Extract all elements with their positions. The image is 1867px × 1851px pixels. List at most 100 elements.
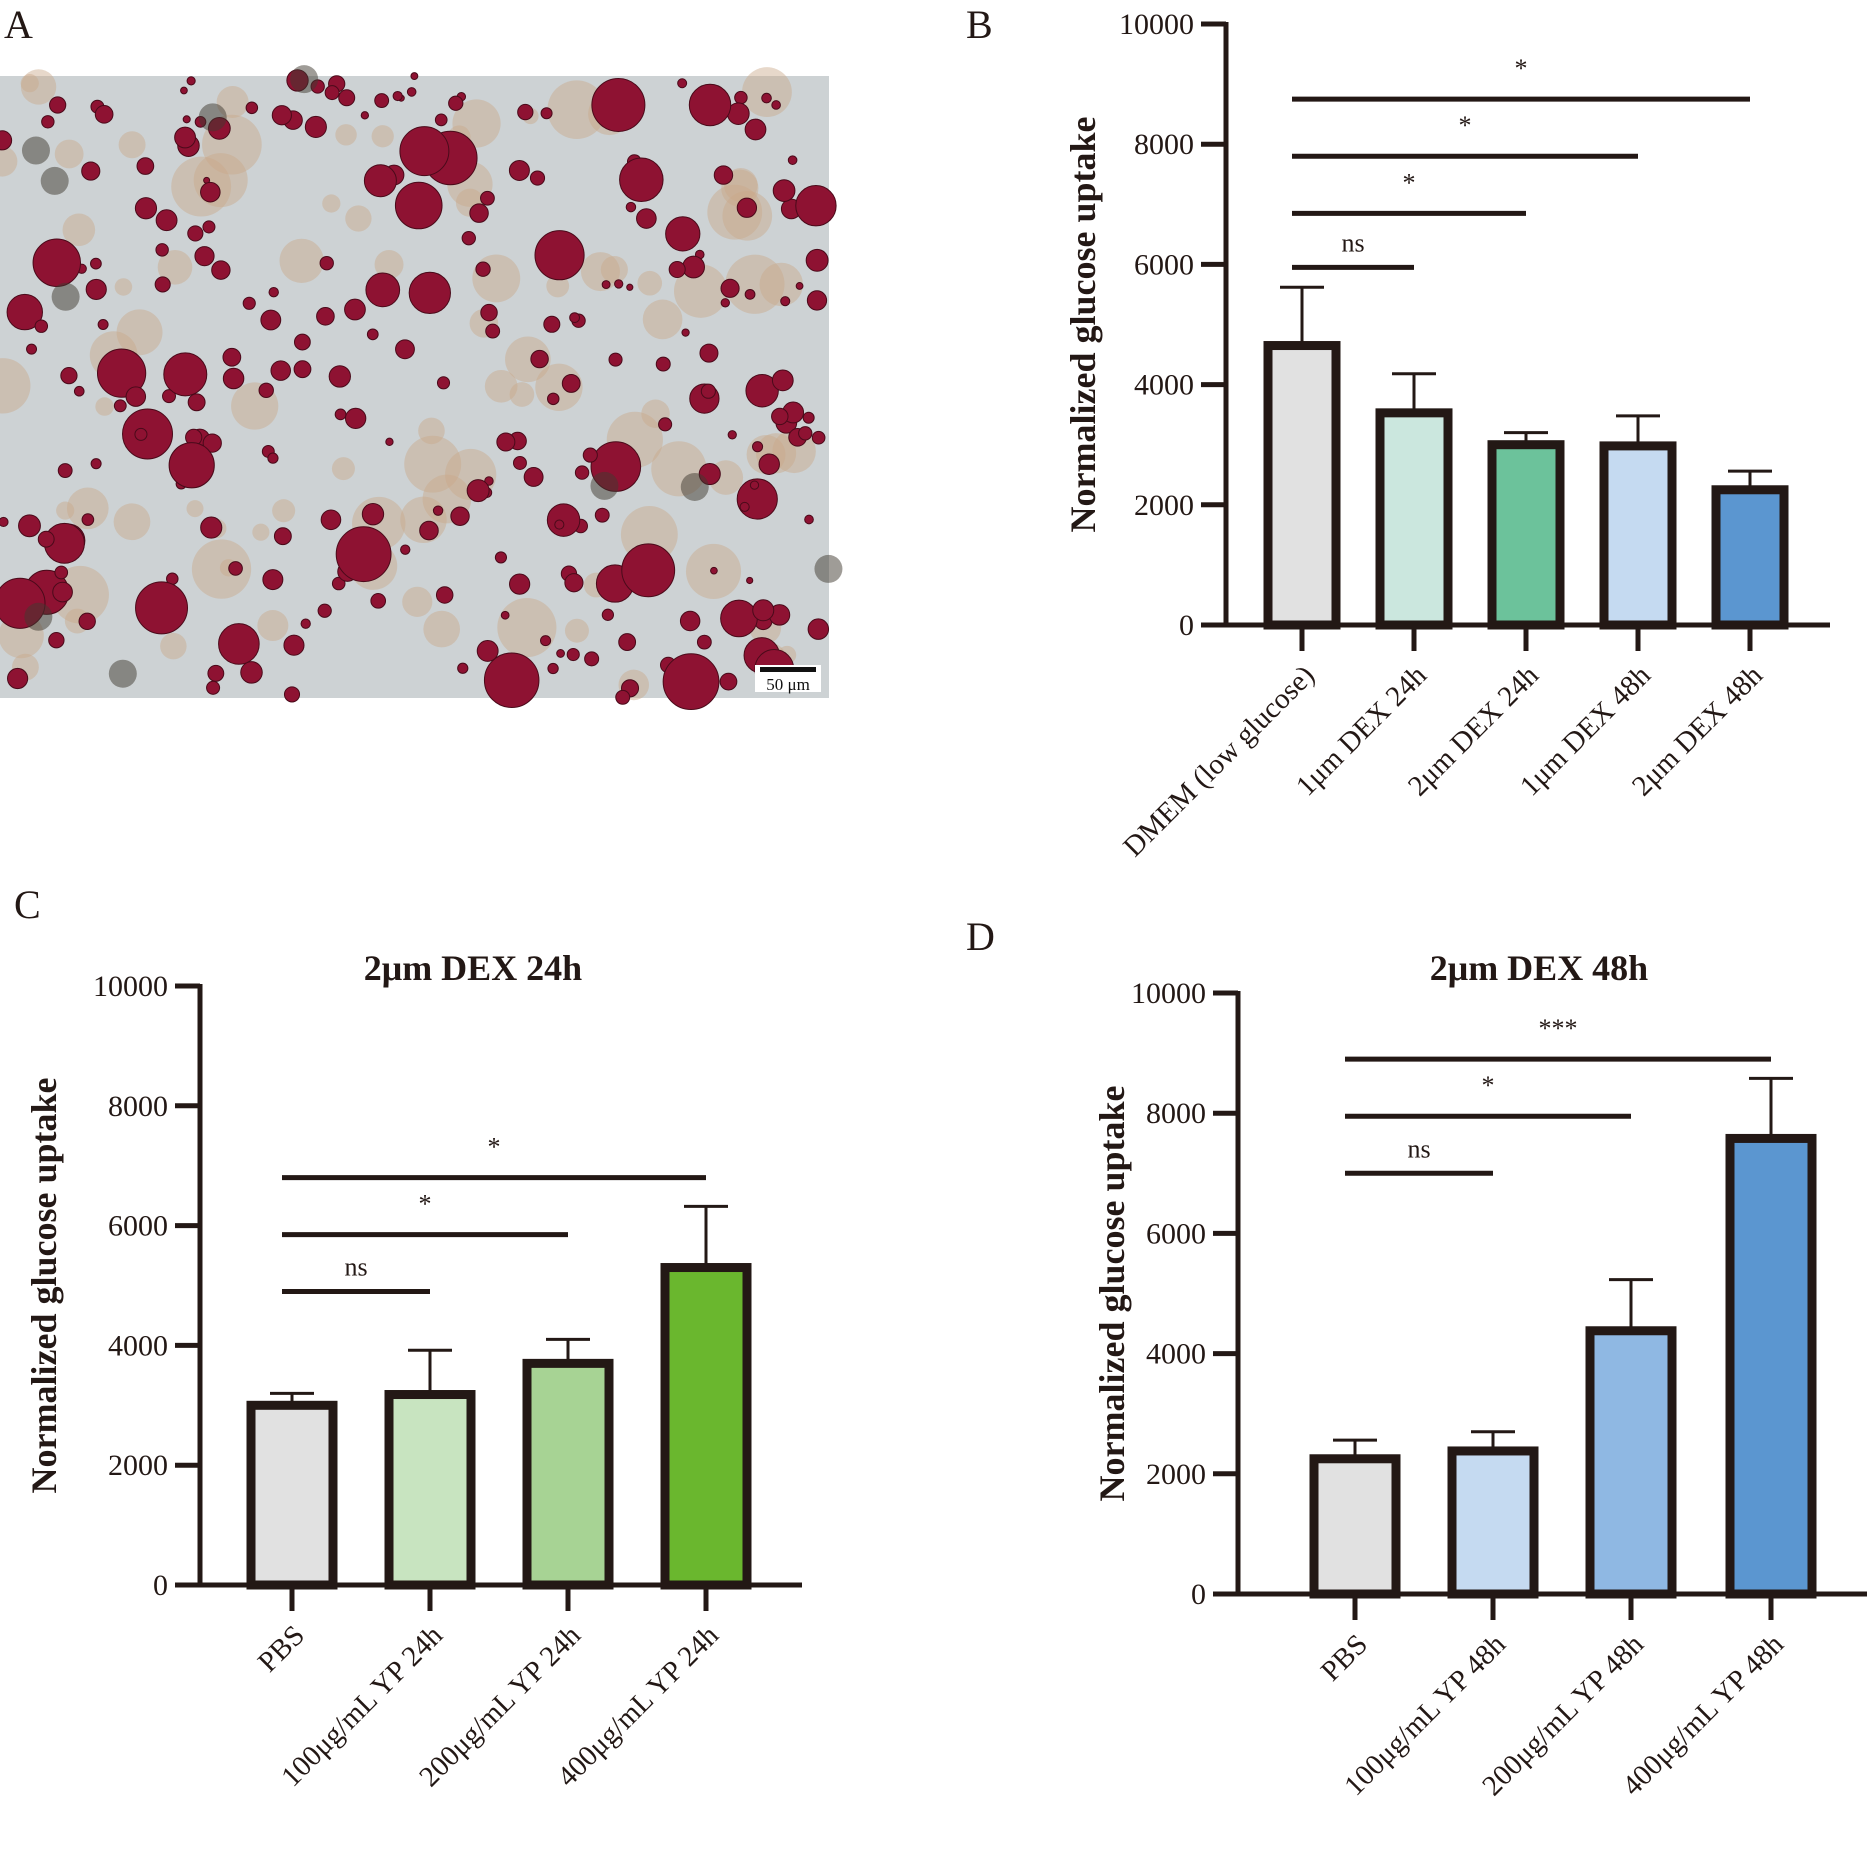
- lipid-droplet: [0, 130, 13, 151]
- cell-debris: [345, 205, 372, 232]
- bar: [1599, 441, 1677, 630]
- lipid-droplet: [155, 243, 169, 257]
- lipid-droplet: [601, 280, 611, 290]
- lipid-droplet: [316, 306, 335, 326]
- significance-label: ***: [1539, 1014, 1578, 1043]
- lipid-droplet: [569, 312, 581, 324]
- lipid-droplet: [360, 111, 370, 120]
- lipid-droplet: [49, 96, 67, 114]
- cell-debris: [279, 238, 324, 283]
- dark-crystal: [21, 136, 50, 165]
- lipid-droplet: [317, 603, 332, 618]
- lipid-droplet: [406, 87, 417, 97]
- bar: [246, 1400, 338, 1590]
- lipid-droplet: [363, 164, 397, 198]
- lipid-droplet: [804, 514, 814, 525]
- significance-label: ns: [1341, 228, 1364, 257]
- cell-debris: [564, 618, 589, 643]
- lipid-droplet: [408, 271, 451, 315]
- dark-crystal: [108, 659, 137, 688]
- lipid-droplet: [485, 323, 501, 339]
- y-tick-label: 4000: [1134, 369, 1194, 402]
- lipid-droplet: [547, 662, 559, 675]
- lipid-droplet: [207, 664, 225, 682]
- y-tick-label: 10000: [1131, 977, 1206, 1010]
- lipid-droplet: [338, 89, 356, 107]
- y-axis-label: Normalized glucose uptake: [24, 1077, 64, 1493]
- lipid-droplet: [268, 286, 279, 298]
- lipid-droplet: [34, 319, 49, 333]
- y-tick-label: 4000: [1146, 1338, 1206, 1371]
- lipid-droplet: [365, 272, 401, 308]
- lipid-droplet: [751, 441, 764, 453]
- lipid-droplet: [154, 276, 171, 293]
- cell-debris: [742, 67, 792, 117]
- lipid-droplet: [222, 367, 245, 390]
- chart-title: 2μm DEX 48h: [1430, 948, 1648, 988]
- lipid-droplet: [713, 165, 734, 185]
- lipid-droplet: [218, 623, 260, 665]
- lipid-droplet: [665, 216, 701, 252]
- lipid-droplet: [54, 565, 69, 580]
- lipid-droplet: [626, 283, 634, 291]
- dark-crystal: [590, 471, 619, 500]
- cell-debris: [116, 309, 163, 356]
- lipid-droplet: [304, 115, 327, 139]
- y-tick-label: 0: [1179, 609, 1194, 642]
- lipid-droplet: [134, 427, 148, 441]
- lipid-droplet: [517, 103, 534, 121]
- cell-debris: [272, 499, 296, 523]
- lipid-droplet: [802, 411, 815, 424]
- lipid-droplet: [271, 105, 292, 126]
- lipid-droplet: [242, 296, 256, 310]
- lipid-droplet: [335, 526, 392, 583]
- y-tick-label: 0: [1191, 1578, 1206, 1611]
- lipid-droplet: [328, 365, 351, 388]
- cell-debris: [335, 124, 357, 146]
- lipid-droplet: [564, 573, 584, 593]
- significance-label: ns: [1407, 1134, 1430, 1163]
- lipid-droplet: [554, 519, 565, 530]
- lipid-droplet: [270, 360, 291, 381]
- significance-label: *: [488, 1133, 501, 1162]
- lipid-droplet: [734, 90, 748, 105]
- cell-debris: [118, 131, 146, 159]
- cell-debris: [252, 523, 270, 541]
- cell-debris: [171, 156, 232, 217]
- lipid-droplet: [469, 203, 489, 223]
- lipid-droplet: [186, 76, 196, 86]
- lipid-droplets: [0, 65, 843, 711]
- lipid-droplet: [200, 516, 223, 539]
- lipid-droplet: [727, 430, 737, 440]
- dark-crystal: [680, 472, 709, 501]
- lipid-droplet: [780, 296, 791, 307]
- lipid-droplet: [807, 618, 830, 640]
- lipid-droplet: [601, 608, 615, 621]
- lipid-droplet: [677, 78, 688, 89]
- lipid-droplet: [436, 376, 451, 390]
- cell-debris: [505, 336, 551, 383]
- lipid-droplet: [679, 610, 701, 632]
- bar: [1725, 1133, 1817, 1599]
- dark-crystal: [198, 103, 227, 132]
- bar: [1487, 440, 1565, 630]
- lipid-droplet: [162, 389, 176, 404]
- lipid-droplet: [682, 255, 705, 279]
- lipid-droplet: [618, 633, 637, 652]
- bar: [1711, 485, 1789, 630]
- lipid-droplet: [260, 309, 282, 331]
- cell-debris: [402, 586, 433, 617]
- bar: [1309, 1454, 1401, 1599]
- y-tick-label: 0: [153, 1569, 168, 1602]
- cell-debris: [322, 194, 341, 213]
- lipid-droplet: [344, 407, 367, 430]
- dark-crystal: [290, 65, 319, 94]
- lipid-droplet: [574, 465, 590, 480]
- lipid-droplet: [771, 100, 781, 110]
- cell-debris: [95, 397, 114, 416]
- lipid-droplet: [608, 352, 623, 367]
- y-tick-label: 10000: [93, 970, 168, 1003]
- y-tick-label: 8000: [1146, 1097, 1206, 1130]
- cell-debris: [642, 299, 683, 340]
- lipid-droplet: [795, 185, 837, 227]
